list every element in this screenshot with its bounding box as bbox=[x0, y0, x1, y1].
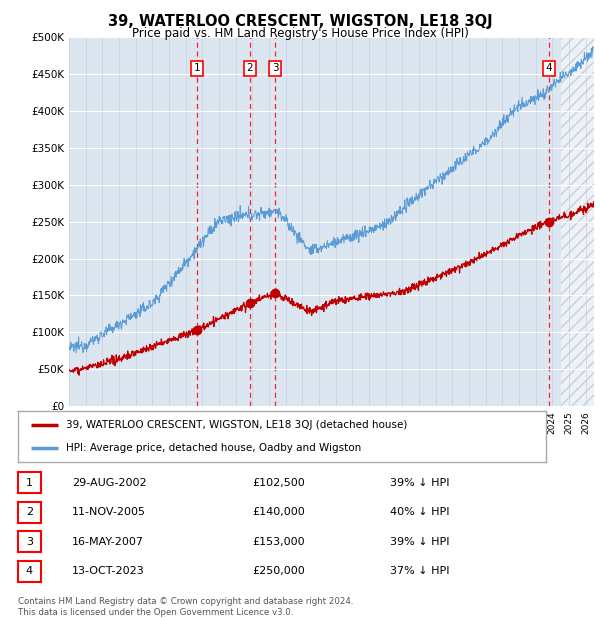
Text: £153,000: £153,000 bbox=[252, 537, 305, 547]
Text: 39, WATERLOO CRESCENT, WIGSTON, LE18 3QJ (detached house): 39, WATERLOO CRESCENT, WIGSTON, LE18 3QJ… bbox=[65, 420, 407, 430]
Text: Price paid vs. HM Land Registry's House Price Index (HPI): Price paid vs. HM Land Registry's House … bbox=[131, 27, 469, 40]
Text: 13-OCT-2023: 13-OCT-2023 bbox=[72, 566, 145, 576]
Text: 3: 3 bbox=[272, 63, 278, 73]
Text: 4: 4 bbox=[545, 63, 552, 73]
Text: £102,500: £102,500 bbox=[252, 478, 305, 488]
Polygon shape bbox=[560, 37, 594, 406]
Text: 40% ↓ HPI: 40% ↓ HPI bbox=[390, 507, 449, 517]
Text: 2: 2 bbox=[26, 507, 33, 517]
Text: 37% ↓ HPI: 37% ↓ HPI bbox=[390, 566, 449, 576]
Text: 4: 4 bbox=[26, 566, 33, 576]
Text: 1: 1 bbox=[193, 63, 200, 73]
Text: 3: 3 bbox=[26, 537, 33, 547]
Text: Contains HM Land Registry data © Crown copyright and database right 2024.
This d: Contains HM Land Registry data © Crown c… bbox=[18, 598, 353, 617]
Text: £250,000: £250,000 bbox=[252, 566, 305, 576]
Text: HPI: Average price, detached house, Oadby and Wigston: HPI: Average price, detached house, Oadb… bbox=[65, 443, 361, 453]
Text: 16-MAY-2007: 16-MAY-2007 bbox=[72, 537, 144, 547]
Text: 39% ↓ HPI: 39% ↓ HPI bbox=[390, 478, 449, 488]
Text: 39, WATERLOO CRESCENT, WIGSTON, LE18 3QJ: 39, WATERLOO CRESCENT, WIGSTON, LE18 3QJ bbox=[107, 14, 493, 29]
Text: 39% ↓ HPI: 39% ↓ HPI bbox=[390, 537, 449, 547]
Text: 1: 1 bbox=[26, 478, 33, 488]
Text: 29-AUG-2002: 29-AUG-2002 bbox=[72, 478, 146, 488]
Text: 2: 2 bbox=[247, 63, 253, 73]
Text: £140,000: £140,000 bbox=[252, 507, 305, 517]
Text: 11-NOV-2005: 11-NOV-2005 bbox=[72, 507, 146, 517]
